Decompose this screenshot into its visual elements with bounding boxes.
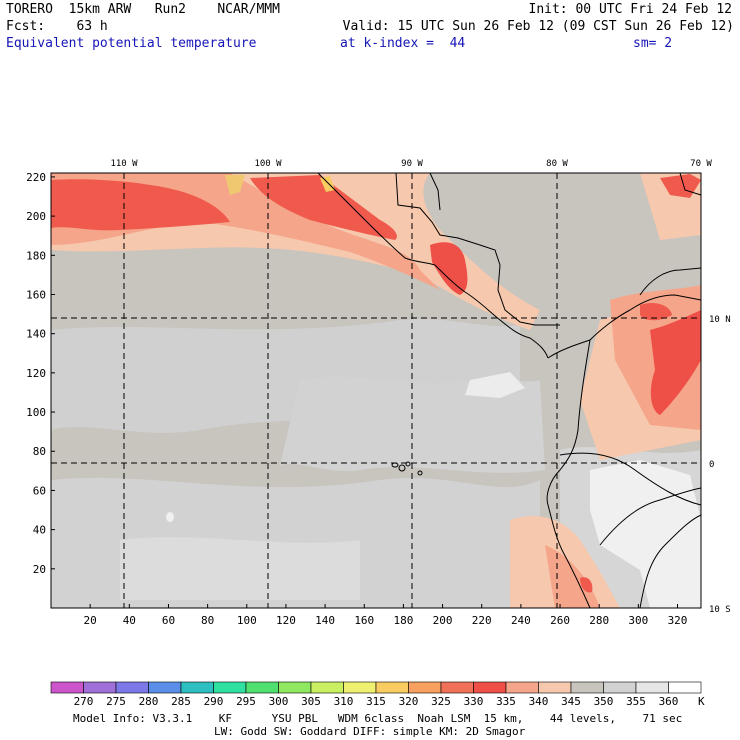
coastline-yucatan bbox=[429, 172, 441, 211]
y-tick-label: 60 bbox=[33, 484, 46, 497]
level-index: at k-index = 44 bbox=[340, 36, 466, 51]
lon-label: 110 W bbox=[110, 159, 138, 169]
x-tick-label: 240 bbox=[511, 614, 531, 627]
coastline-gulf bbox=[679, 172, 702, 196]
border-peru bbox=[599, 487, 702, 546]
gray-region bbox=[120, 537, 360, 600]
init-time: Init: 00 UTC Fri 24 Feb 12 bbox=[528, 2, 733, 17]
salmon-region bbox=[545, 545, 600, 608]
x-tick-label: 300 bbox=[628, 614, 648, 627]
theta-e-field bbox=[51, 173, 701, 608]
red-region bbox=[250, 175, 397, 240]
border-amazon bbox=[639, 514, 702, 609]
x-tick-label: 140 bbox=[315, 614, 335, 627]
y-tick-label: 200 bbox=[26, 210, 46, 223]
red-region bbox=[51, 179, 230, 231]
x-tick-label: 260 bbox=[550, 614, 570, 627]
coastline-central-america bbox=[434, 264, 549, 359]
coastline-caribbean bbox=[395, 172, 560, 326]
physics-info: LW: Godd SW: Goddard DIFF: simple KM: 2D… bbox=[214, 725, 526, 738]
model-title: TORERO 15km ARW Run2 NCAR/MMM bbox=[6, 2, 280, 17]
x-tick-label: 320 bbox=[668, 614, 688, 627]
white-patch bbox=[465, 372, 525, 398]
plot-frame bbox=[50, 172, 702, 609]
x-tick-label: 20 bbox=[84, 614, 97, 627]
red-region bbox=[640, 303, 672, 321]
lon-label: 80 W bbox=[546, 159, 568, 169]
lat-label: 10 S bbox=[709, 605, 731, 615]
white-patch bbox=[166, 512, 174, 522]
yellow-region bbox=[320, 176, 335, 192]
x-tick-label: 80 bbox=[201, 614, 214, 627]
red-region bbox=[430, 242, 468, 295]
axes: 20 40 60 80 100 120 140 160 180 200 220 240 260 280 30… bbox=[26, 159, 731, 627]
y-tick-label: 220 bbox=[26, 171, 46, 184]
white-patch bbox=[590, 460, 701, 608]
lon-label: 70 W bbox=[690, 159, 712, 169]
coastline-south-america bbox=[546, 339, 591, 609]
forecast-hour: Fcst: 63 h bbox=[6, 19, 108, 34]
x-tick-label: 220 bbox=[472, 614, 492, 627]
lat-label: 10 N bbox=[709, 315, 731, 325]
coastlines bbox=[317, 172, 702, 609]
x-tick-label: 120 bbox=[276, 614, 296, 627]
yellow-region bbox=[225, 175, 245, 195]
border-andes bbox=[559, 452, 702, 506]
y-tick-label: 120 bbox=[26, 367, 46, 380]
y-tick-label: 160 bbox=[26, 288, 46, 301]
x-tick-label: 160 bbox=[354, 614, 374, 627]
lat-label: 0 bbox=[709, 460, 714, 470]
y-tick-label: 100 bbox=[26, 406, 46, 419]
x-tick-label: 180 bbox=[393, 614, 413, 627]
x-tick-label: 100 bbox=[237, 614, 257, 627]
coastline-colombia bbox=[547, 294, 702, 359]
coastline-mexico bbox=[317, 172, 436, 266]
y-tick-label: 20 bbox=[33, 563, 46, 576]
lon-label: 100 W bbox=[254, 159, 282, 169]
x-tick-label: 40 bbox=[123, 614, 136, 627]
y-tick-label: 140 bbox=[26, 328, 46, 341]
x-tick-label: 60 bbox=[162, 614, 175, 627]
colorbar-units: K bbox=[698, 695, 705, 708]
lon-label: 90 W bbox=[401, 159, 423, 169]
red-region bbox=[580, 577, 593, 593]
y-tick-label: 180 bbox=[26, 249, 46, 262]
x-tick-label: 280 bbox=[589, 614, 609, 627]
graticule bbox=[51, 173, 701, 608]
y-tick-label: 40 bbox=[33, 524, 46, 537]
valid-time: Valid: 15 UTC Sun 26 Feb 12 (09 CST Sun … bbox=[342, 19, 734, 34]
x-tick-label: 200 bbox=[433, 614, 453, 627]
coastline-north-sa bbox=[639, 267, 702, 296]
red-region bbox=[650, 310, 701, 415]
y-tick-label: 80 bbox=[33, 445, 46, 458]
model-info: Model Info: V3.3.1 KF YSU PBL WDM 6class… bbox=[73, 712, 683, 725]
smoothing-value: sm= 2 bbox=[633, 36, 673, 51]
field-name: Equivalent potential temperature bbox=[6, 36, 257, 51]
